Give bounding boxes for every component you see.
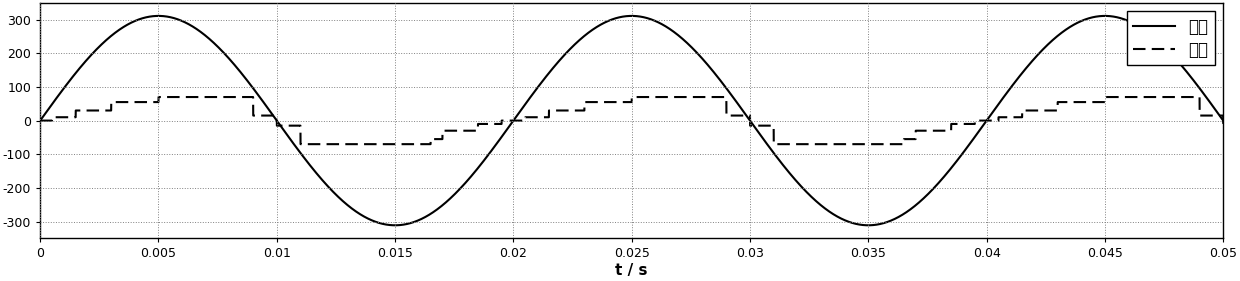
Line: 电压: 电压 — [40, 16, 1223, 225]
电流 — [1215, 124, 1230, 127]
电压 — [317, 181, 332, 185]
Line: 电流: 电流 — [40, 97, 1223, 144]
电流 — [32, 119, 47, 122]
电压 — [113, 27, 128, 31]
Legend: 电压, 电流: 电压, 电流 — [1127, 11, 1215, 65]
电压 — [388, 224, 403, 227]
电压 — [1215, 119, 1230, 122]
电流 — [151, 95, 166, 99]
电流 — [293, 142, 308, 146]
电流 — [745, 124, 760, 127]
电压 — [910, 201, 925, 205]
电压 — [32, 119, 47, 122]
电流 — [113, 100, 128, 104]
电流 — [675, 95, 689, 99]
电压 — [745, 123, 760, 126]
电流 — [486, 122, 501, 126]
电压 — [486, 146, 501, 150]
电压 — [151, 14, 166, 18]
电压 — [675, 37, 689, 40]
X-axis label: t / s: t / s — [615, 263, 649, 278]
电流 — [910, 129, 925, 132]
电流 — [317, 142, 332, 146]
